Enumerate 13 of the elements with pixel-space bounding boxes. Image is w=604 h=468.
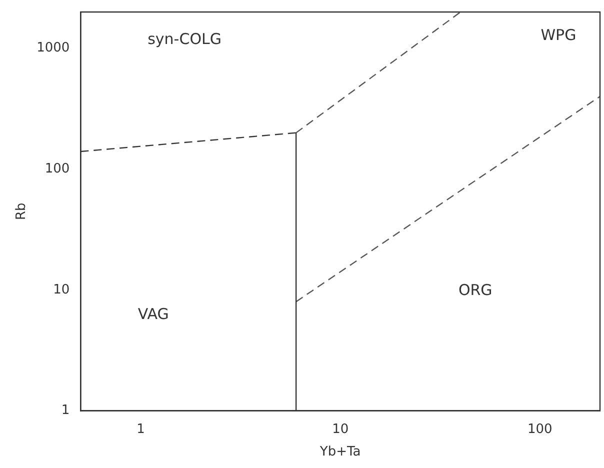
x-tick-label: 100 xyxy=(528,422,552,437)
y-tick-label: 1 xyxy=(61,403,70,418)
x-tick-label: 1 xyxy=(136,422,145,437)
annotation: WPG xyxy=(540,26,576,44)
annotation: syn-COLG xyxy=(148,30,222,48)
y-tick-label: 100 xyxy=(44,162,70,177)
x-axis-title: Yb+Ta xyxy=(318,444,361,460)
x-tick-label: 10 xyxy=(332,422,349,437)
y-axis-title: Rb xyxy=(14,202,30,220)
annotation: ORG xyxy=(458,281,492,300)
annotation: VAG xyxy=(138,304,169,323)
y-tick-label: 1000 xyxy=(36,40,70,56)
y-tick-label: 10 xyxy=(53,282,70,298)
